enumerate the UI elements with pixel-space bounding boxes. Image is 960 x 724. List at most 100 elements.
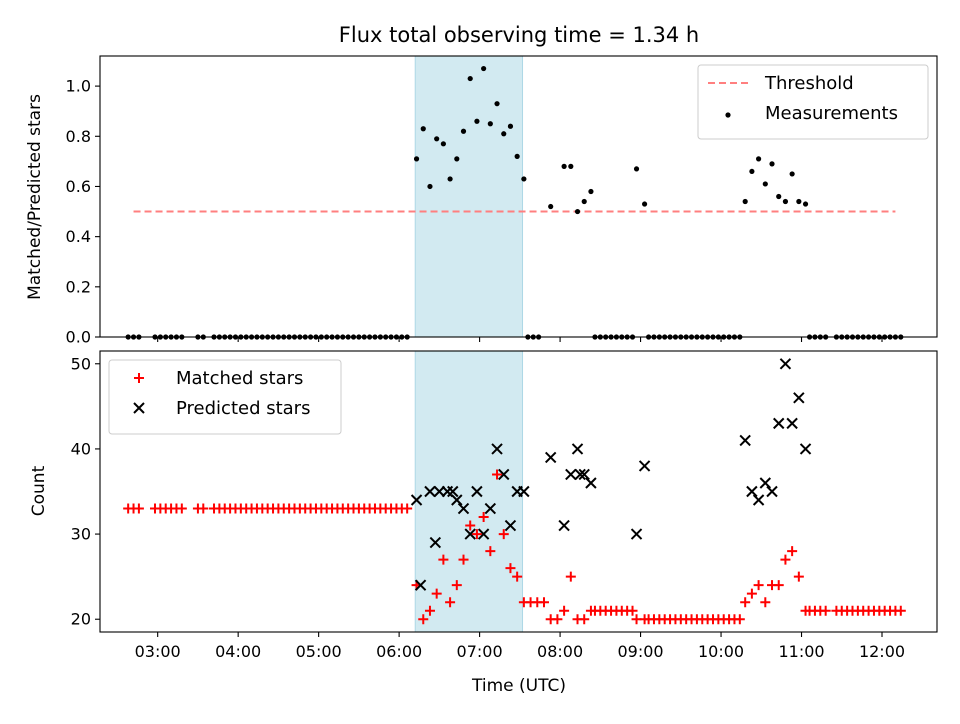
- x-tick-label: 05:00: [296, 642, 342, 661]
- y-tick-label: 0.4: [66, 227, 91, 246]
- y-tick-label: 20: [71, 610, 91, 629]
- series-matched-stars: [123, 469, 906, 625]
- y-tick-label: 40: [71, 439, 91, 458]
- data-point: [458, 554, 469, 565]
- panel-ratio: 0.0 0.2 0.4 0.6 0.8 1.0 Threshold Measurements: [66, 55, 938, 347]
- legend-label: Predicted stars: [176, 398, 310, 419]
- axes-frame: [99, 55, 938, 338]
- data-point: [793, 392, 805, 404]
- data-point: [474, 118, 480, 124]
- data-point: [568, 163, 574, 169]
- legend-label: Matched stars: [176, 368, 303, 389]
- data-point: [799, 443, 812, 455]
- legend: Matched stars Predicted stars: [108, 359, 342, 435]
- data-point: [633, 166, 640, 172]
- data-point: [766, 485, 778, 498]
- data-point: [574, 468, 586, 481]
- legend-label: Measurements: [765, 103, 898, 124]
- data-point: [484, 502, 497, 515]
- y-tick-label: 0.2: [66, 277, 91, 296]
- data-point: [579, 614, 590, 625]
- y-tick-label: 0.6: [66, 177, 91, 196]
- data-point: [505, 563, 516, 574]
- legend-symbol-plus: [134, 373, 144, 383]
- data-point: [571, 443, 584, 455]
- y-tick-label: 0.0: [66, 328, 91, 347]
- data-point: [518, 485, 530, 498]
- chart-title: Flux total observing time = 1.34 h: [339, 23, 699, 47]
- data-point: [464, 528, 476, 540]
- data-point: [485, 546, 496, 557]
- legend-entry: Matched stars: [134, 368, 303, 389]
- legend-box: [108, 359, 342, 435]
- data-point: [746, 588, 757, 599]
- data-point: [410, 494, 423, 506]
- data-point: [467, 75, 473, 82]
- x-tick-label: 12:00: [859, 642, 905, 661]
- data-point: [780, 554, 791, 565]
- x-axis-title: Time (UTC): [471, 676, 566, 696]
- data-point: [491, 443, 503, 455]
- data-point: [457, 502, 470, 515]
- data-point: [779, 358, 792, 370]
- data-point: [641, 201, 648, 207]
- data-point: [451, 580, 462, 591]
- data-point: [578, 468, 590, 481]
- data-point: [424, 485, 436, 498]
- data-point: [427, 183, 433, 190]
- data-point: [740, 597, 751, 608]
- axes-frame: [99, 350, 938, 633]
- x-tick-label: 08:00: [537, 642, 583, 661]
- data-point: [438, 554, 449, 565]
- legend-entry: Threshold: [708, 73, 854, 94]
- data-point: [759, 477, 772, 489]
- bottom-panel-y-axis-title: Count: [29, 465, 49, 516]
- data-point: [512, 571, 523, 582]
- data-point: [447, 176, 453, 182]
- data-point: [561, 163, 567, 169]
- data-point: [418, 614, 429, 625]
- data-point: [585, 477, 597, 489]
- x-tick-label: 04:00: [215, 642, 261, 661]
- data-point: [504, 519, 517, 532]
- legend-symbol-dot: [725, 112, 731, 118]
- data-point: [552, 614, 563, 625]
- data-point: [565, 468, 577, 481]
- data-point: [753, 580, 764, 591]
- x-tick-label: 07:00: [457, 642, 503, 661]
- data-point: [402, 503, 413, 514]
- data-point: [440, 141, 446, 147]
- data-point: [558, 519, 570, 532]
- top-panel-y-axis-title: Matched/Predicted stars: [25, 94, 45, 300]
- data-point: [588, 188, 594, 195]
- data-point: [787, 546, 798, 557]
- data-point: [481, 65, 487, 72]
- data-point: [478, 512, 489, 523]
- data-point: [581, 198, 587, 205]
- data-point: [471, 485, 483, 498]
- data-point: [198, 503, 209, 514]
- observing-window-span: [414, 55, 524, 338]
- data-point: [760, 597, 771, 608]
- data-point: [507, 123, 514, 129]
- data-point: [413, 156, 420, 162]
- data-point: [544, 451, 557, 464]
- data-point: [773, 417, 785, 430]
- data-point: [782, 198, 789, 205]
- x-tick-label: 03:00: [135, 642, 181, 661]
- data-point: [895, 605, 906, 616]
- data-point: [538, 597, 549, 608]
- data-point: [752, 494, 765, 506]
- data-point: [627, 605, 638, 616]
- data-point: [802, 201, 809, 207]
- data-point: [424, 605, 435, 616]
- y-tick-label: 0.8: [66, 127, 91, 146]
- panel-count: 20 30 40 50 03:00 04:00 05:00 06:00 07:00 08:00 09…: [71, 350, 938, 661]
- data-point: [498, 529, 509, 540]
- data-point: [445, 597, 456, 608]
- legend: Threshold Measurements: [697, 64, 929, 140]
- data-point: [776, 193, 782, 200]
- data-point: [133, 503, 144, 514]
